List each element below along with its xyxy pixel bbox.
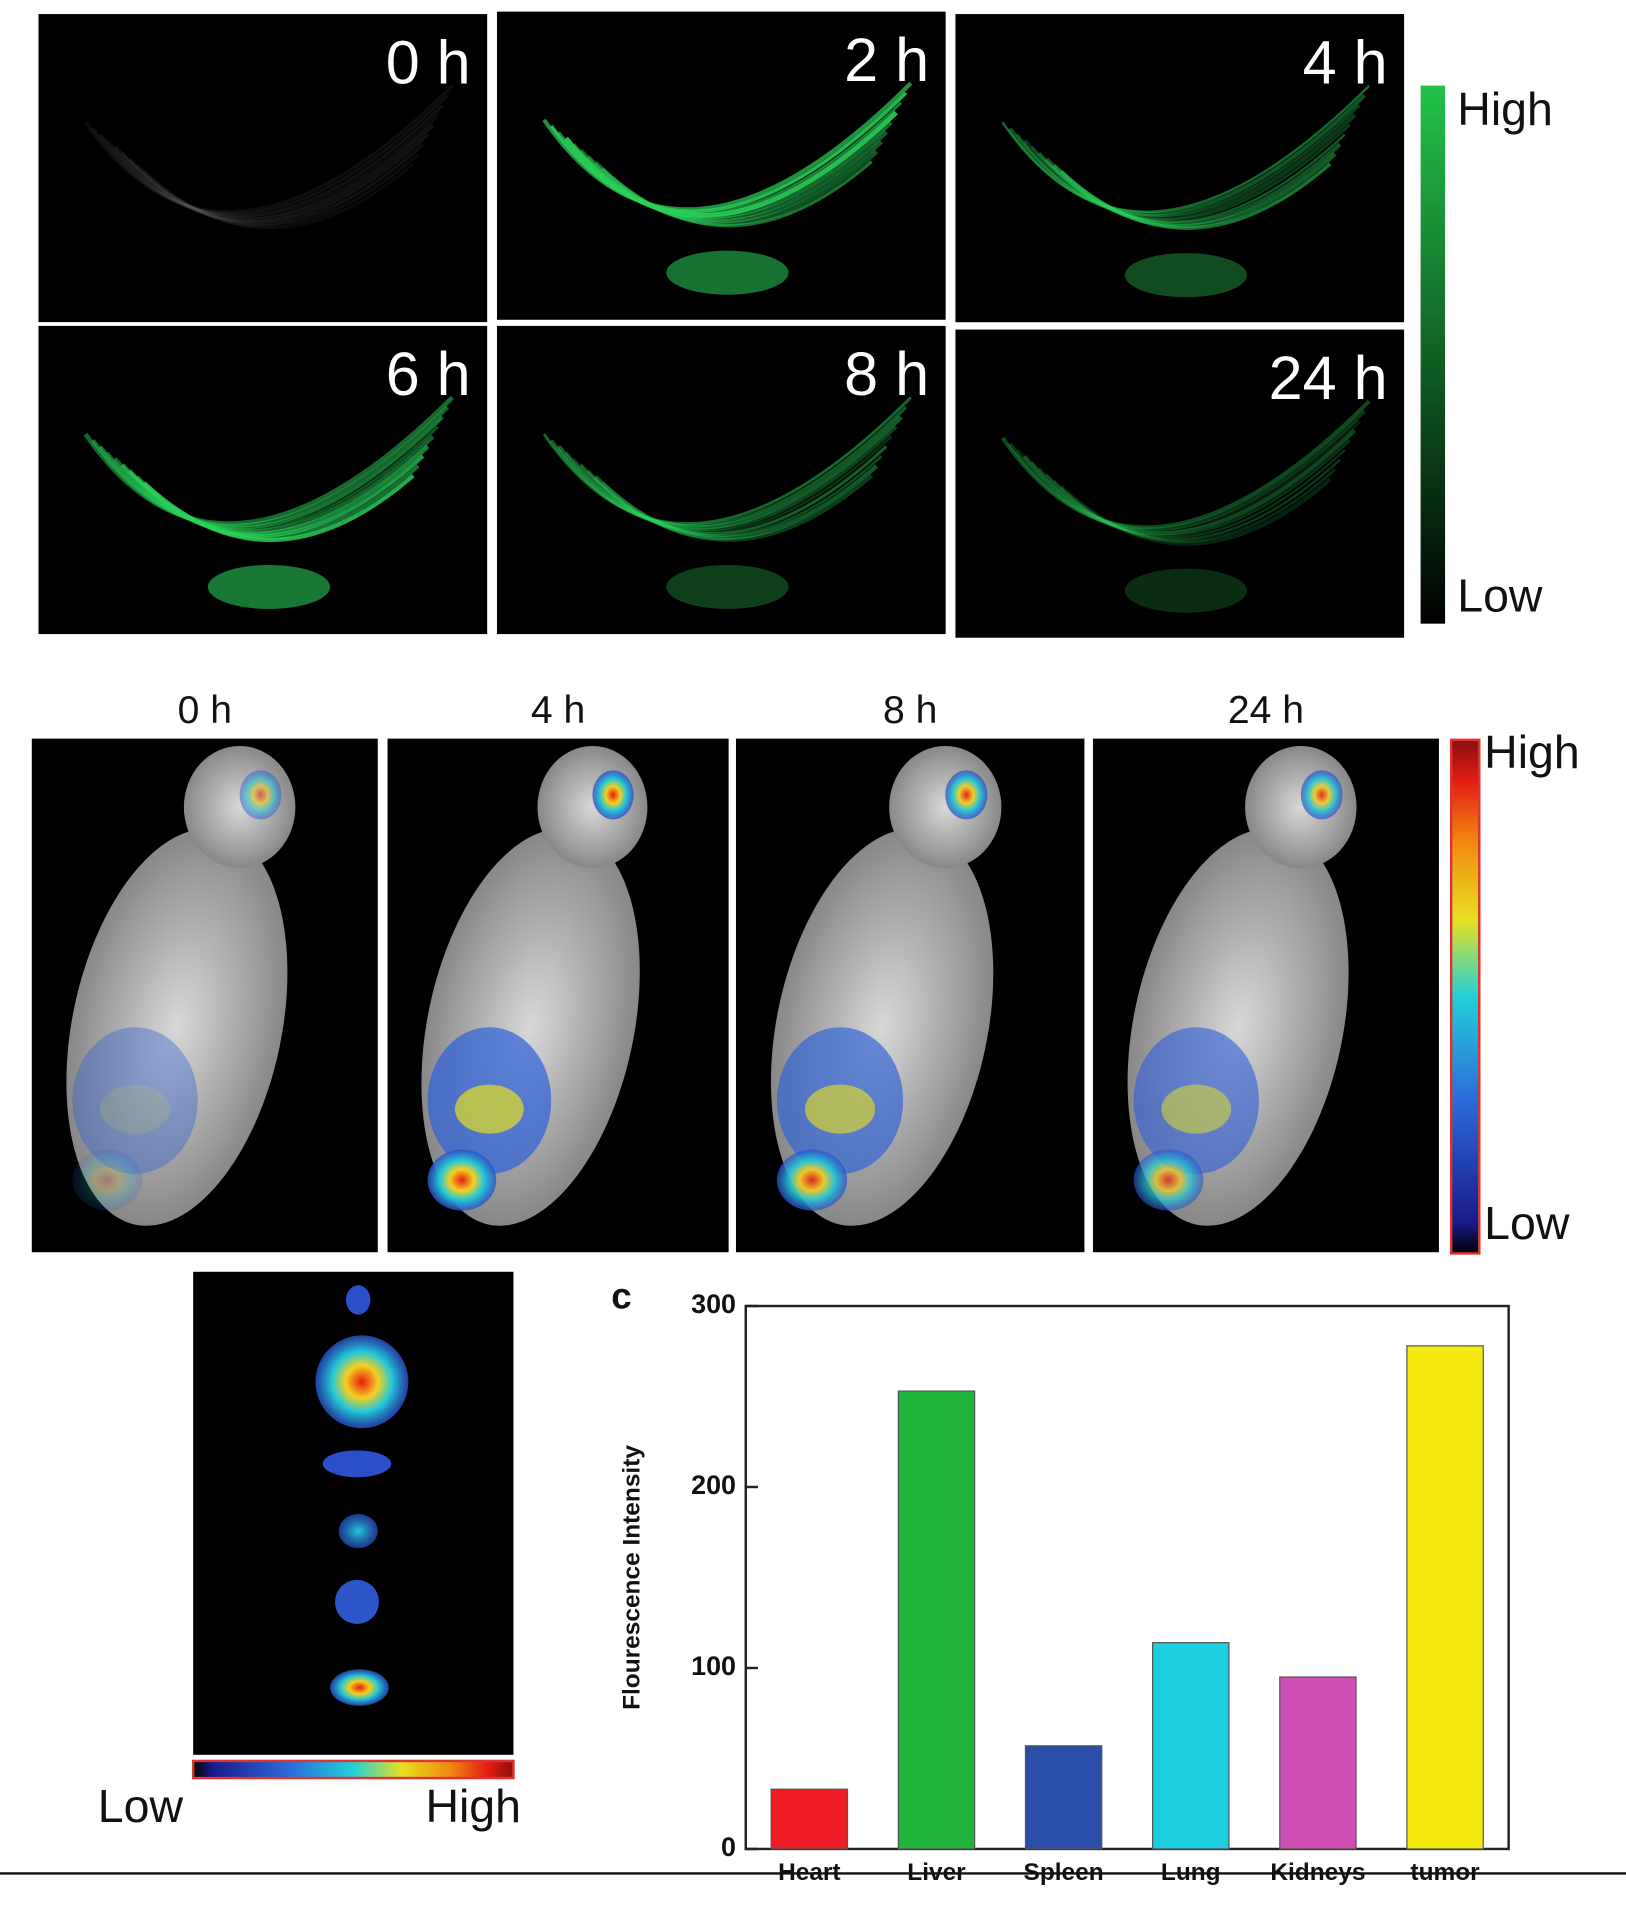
organ [346,1285,370,1314]
colorbar-high: High [425,1780,521,1832]
y-tick-label: 0 [721,1832,736,1862]
bar [898,1391,974,1849]
time-label: 2 h [844,26,929,94]
fluorescence-spot [666,251,788,295]
signal [1134,1149,1204,1210]
organ-colorbar [193,1761,513,1778]
colorbar-low: Low [1457,569,1543,621]
organ [335,1580,379,1624]
time-label: 4 h [531,689,585,732]
signal [428,1149,497,1210]
y-tick-label: 100 [691,1651,736,1681]
y-axis-label: Flourescence Intensity [619,1445,646,1710]
bar [771,1789,847,1849]
mouse-head [889,746,1001,868]
bar [1407,1346,1483,1849]
y-tick-label: 200 [691,1470,736,1500]
organ [315,1335,408,1428]
time-label: 8 h [844,340,929,408]
time-label: 24 h [1269,344,1388,412]
signal [240,770,282,819]
bar [1025,1746,1101,1849]
signal [100,1085,170,1134]
time-label: 24 h [1228,689,1304,732]
colorbar-low: Low [98,1780,184,1832]
organ [323,1450,391,1477]
fluorescence-spot [1125,569,1247,613]
y-tick-label: 300 [691,1289,736,1319]
organ [339,1514,378,1548]
organ [330,1669,389,1706]
signal [805,1085,875,1134]
time-label: 8 h [883,689,937,732]
bar [1153,1643,1229,1849]
signal [1301,770,1343,819]
signal [945,770,987,819]
mouse-head [1245,746,1356,868]
signal [592,770,633,819]
figure: 0 h 2 h 4 h 6 h 8 h 24 h High Low 0 h 4 h 8 h 24… [0,0,1626,1915]
time-label: 4 h [1303,28,1388,96]
colorbar-high: High [1484,726,1580,778]
colorbar-low: Low [1484,1197,1570,1249]
middle-panels: 0 h 4 h 8 h 24 h [31,689,1441,1253]
bar [1280,1677,1356,1849]
signal [72,1149,142,1210]
signal [455,1085,524,1134]
panel-label: c [611,1275,631,1316]
fluorescence-spot [1125,253,1247,297]
time-label: 0 h [386,28,471,96]
colorbar-high: High [1457,83,1553,135]
mouse-head [537,746,647,868]
jet-colorbar [1451,740,1479,1254]
signal [777,1149,847,1210]
signal [1161,1085,1231,1134]
fluorescence-spot [208,565,330,609]
time-label: 0 h [178,689,232,732]
top-panels: 0 h 2 h 4 h 6 h 8 h 24 h [37,10,1406,640]
fluorescence-spot [208,253,330,297]
green-colorbar [1421,86,1445,624]
mouse-head [184,746,295,868]
fluorescence-spot [666,565,788,609]
time-label: 6 h [386,340,471,408]
